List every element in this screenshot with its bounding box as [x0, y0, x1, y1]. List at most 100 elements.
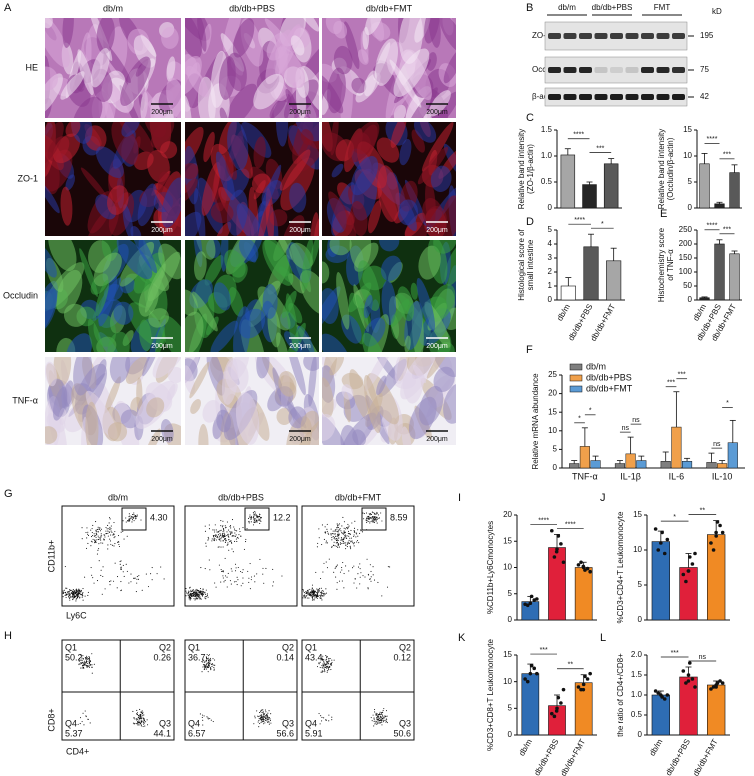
event-dot	[262, 711, 264, 713]
event-dot	[128, 519, 130, 521]
quadrant-percent: 50.2	[65, 652, 83, 662]
bar	[717, 463, 728, 469]
bar	[560, 285, 576, 301]
tissue-texture	[96, 146, 124, 178]
event-dot	[110, 530, 112, 532]
tissue-texture	[113, 301, 134, 325]
event-dot	[222, 536, 224, 538]
event-dot	[212, 721, 214, 723]
event-dot	[89, 660, 91, 662]
event-dot	[207, 671, 209, 673]
event-dot	[337, 532, 339, 534]
event-dot	[134, 718, 136, 720]
event-dot	[238, 528, 241, 530]
event-dot	[85, 532, 87, 534]
bar	[548, 547, 566, 621]
tissue-texture	[367, 200, 382, 234]
event-dot	[269, 719, 271, 722]
event-dot	[260, 720, 262, 722]
event-dot	[369, 514, 371, 516]
event-dot	[385, 716, 387, 718]
event-dot	[151, 567, 153, 569]
event-dot	[363, 513, 365, 515]
event-dot	[335, 538, 337, 540]
event-dot	[325, 659, 327, 661]
event-dot	[141, 710, 143, 712]
significance-label: *	[726, 400, 729, 407]
tissue-texture	[285, 88, 298, 113]
event-dot	[79, 654, 81, 656]
event-dot	[91, 672, 93, 674]
event-dot	[101, 535, 103, 537]
event-dot	[136, 721, 139, 723]
event-dot	[77, 589, 79, 591]
event-dot	[328, 665, 331, 668]
event-dot	[367, 573, 369, 575]
data-point	[693, 685, 697, 689]
event-dot	[126, 535, 128, 537]
event-dot	[193, 595, 195, 597]
data-point	[532, 666, 537, 671]
event-dot	[79, 717, 82, 719]
y-tick-label: 15	[633, 510, 642, 519]
event-dot	[321, 670, 323, 672]
event-dot	[98, 543, 100, 545]
event-dot	[343, 521, 345, 523]
event-dot	[230, 541, 233, 543]
event-dot	[369, 522, 371, 524]
y-axis-label: %CD3+CD4+T Leukomonocyte	[616, 511, 625, 623]
blot-band	[548, 33, 561, 39]
event-dot	[365, 512, 368, 514]
y-axis-label: Histochemistry score	[657, 227, 666, 302]
tissue-texture	[71, 122, 93, 144]
tissue-texture	[443, 383, 456, 424]
event-dot	[358, 542, 360, 544]
event-dot	[91, 541, 93, 543]
event-dot	[373, 719, 375, 721]
event-dot	[341, 531, 343, 534]
tissue-texture	[161, 177, 181, 228]
gate	[121, 507, 147, 531]
event-dot	[128, 520, 130, 522]
event-dot	[381, 724, 383, 726]
event-dot	[230, 540, 232, 542]
event-dot	[337, 545, 339, 547]
event-dot	[186, 592, 188, 594]
event-dot	[105, 533, 108, 535]
data-point	[561, 687, 566, 692]
event-dot	[140, 719, 142, 721]
event-dot	[224, 557, 226, 559]
tissue-texture	[355, 294, 372, 327]
event-dot	[352, 567, 354, 569]
x-tick-label: IL-1β	[620, 471, 641, 481]
event-dot	[211, 538, 213, 540]
significance-label: ns	[632, 417, 640, 424]
blot-band	[594, 33, 608, 39]
event-dot	[326, 567, 329, 569]
event-dot	[202, 664, 204, 666]
y-tick-label: 0	[508, 730, 513, 739]
event-dot	[320, 594, 322, 597]
event-dot	[220, 529, 222, 531]
event-dot	[95, 531, 97, 533]
tissue-texture	[262, 283, 278, 319]
event-dot	[259, 520, 261, 522]
event-dot	[319, 595, 321, 597]
y-tick-label: 2	[548, 267, 553, 276]
y-tick-label: 1.0	[631, 690, 643, 699]
tissue-texture	[397, 286, 415, 322]
quadrant-percent: 6.57	[188, 728, 206, 738]
event-dot	[187, 593, 189, 595]
event-dot	[326, 661, 328, 663]
event-dot	[78, 663, 80, 665]
event-dot	[371, 720, 373, 722]
event-dot	[206, 594, 208, 597]
event-dot	[223, 581, 225, 583]
event-dot	[223, 535, 225, 537]
event-dot	[382, 719, 384, 721]
event-dot	[83, 662, 85, 664]
y-tick-label: 0	[638, 730, 643, 739]
quadrant-name: Q3	[159, 718, 171, 728]
event-dot	[374, 518, 376, 520]
event-dot	[94, 542, 96, 544]
